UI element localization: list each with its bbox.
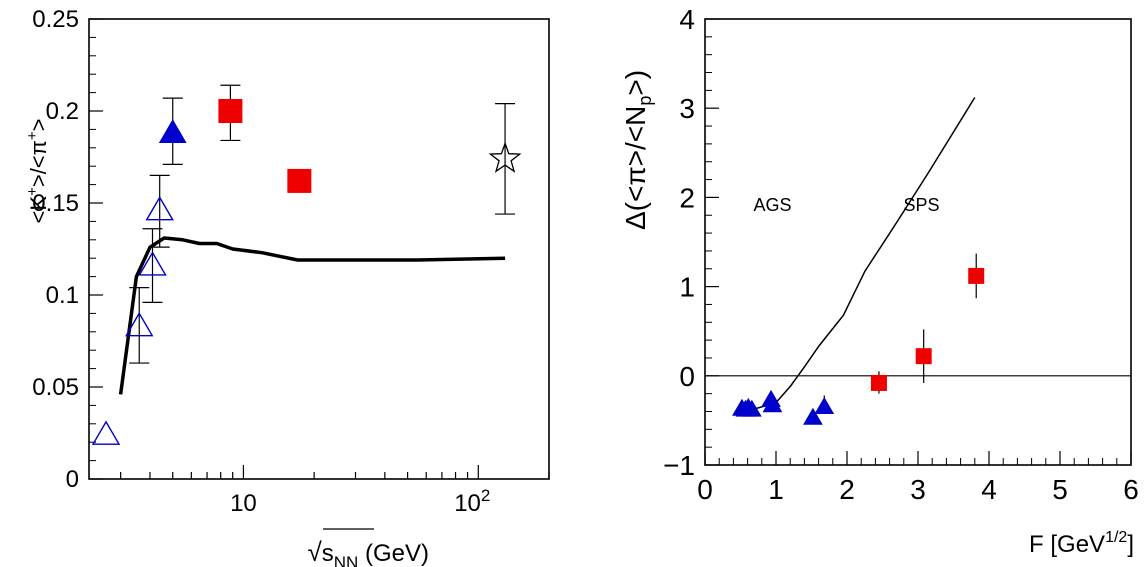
left-model-curve	[118, 236, 506, 395]
left-open-triangle-marker	[145, 195, 174, 221]
left-open-star-marker	[488, 141, 522, 173]
left-filled-square-marker	[287, 168, 312, 193]
right-filled-triangle-marker	[741, 399, 762, 417]
left-open-triangle-marker	[125, 311, 154, 337]
right-y-tick-label: 1	[679, 272, 695, 303]
right-filled-triangle-marker	[803, 407, 823, 425]
left-y-tick-label: 0.2	[46, 98, 79, 125]
left-chart-panel: 0 0.05 0.1 0.15 0.2 0.25 10 102 <K+>/<π+> √sNN …	[24, 6, 550, 567]
left-curves	[118, 236, 506, 395]
right-x-tick-label: 6	[1123, 474, 1139, 505]
right-x-tick-label: 2	[839, 474, 855, 505]
right-x-tick-label: 5	[1052, 474, 1068, 505]
right-x-tick-label: 1	[768, 474, 784, 505]
right-filled-triangle-marker	[762, 395, 783, 413]
left-x-tick-label: 10	[230, 490, 257, 517]
right-y-tick-label: 0	[679, 361, 695, 392]
right-model-curve	[743, 97, 976, 413]
left-x-tick-label: 102	[454, 486, 490, 517]
right-filled-triangle-marker	[814, 397, 835, 414]
right-curves	[743, 97, 976, 413]
right-data-points	[732, 253, 985, 425]
right-x-axis-label: F [GeV1/2]	[1029, 529, 1134, 558]
right-y-tick-label: −1	[663, 450, 695, 481]
right-filled-square-marker	[870, 374, 887, 391]
left-filled-square-marker	[218, 99, 243, 123]
left-filled-triangle-marker	[158, 119, 187, 143]
left-open-triangle-marker	[91, 420, 121, 445]
left-y-tick-label: 0.15	[32, 190, 79, 217]
left-y-tick-label: 0	[66, 466, 79, 493]
right-annotation-label: AGS	[753, 195, 791, 215]
right-filled-square-marker	[968, 267, 985, 284]
left-axes: 0 0.05 0.1 0.15 0.2 0.25 10 102	[32, 6, 550, 517]
right-x-tick-label: 4	[981, 474, 997, 505]
left-y-tick-label: 0.1	[46, 282, 79, 309]
right-filled-square-marker	[915, 348, 932, 365]
right-y-axis-label: Δ(<π>/<Np>)	[620, 70, 655, 230]
right-x-tick-label: 0	[697, 474, 713, 505]
right-annotation-label: SPS	[904, 195, 940, 215]
right-y-tick-label: 4	[679, 4, 695, 35]
left-plot-frame	[88, 18, 550, 480]
left-x-axis-label: √sNN (GeV)	[307, 537, 429, 567]
left-y-axis-label: <K+>/<π+>	[24, 119, 51, 224]
left-y-tick-label: 0.25	[32, 6, 79, 33]
left-open-triangle-marker	[138, 251, 167, 276]
right-y-tick-label: 2	[679, 182, 695, 213]
right-x-tick-label: 3	[910, 474, 926, 505]
left-y-tick-label: 0.05	[32, 374, 79, 401]
right-y-tick-label: 3	[679, 93, 695, 124]
left-data-points	[91, 84, 522, 445]
